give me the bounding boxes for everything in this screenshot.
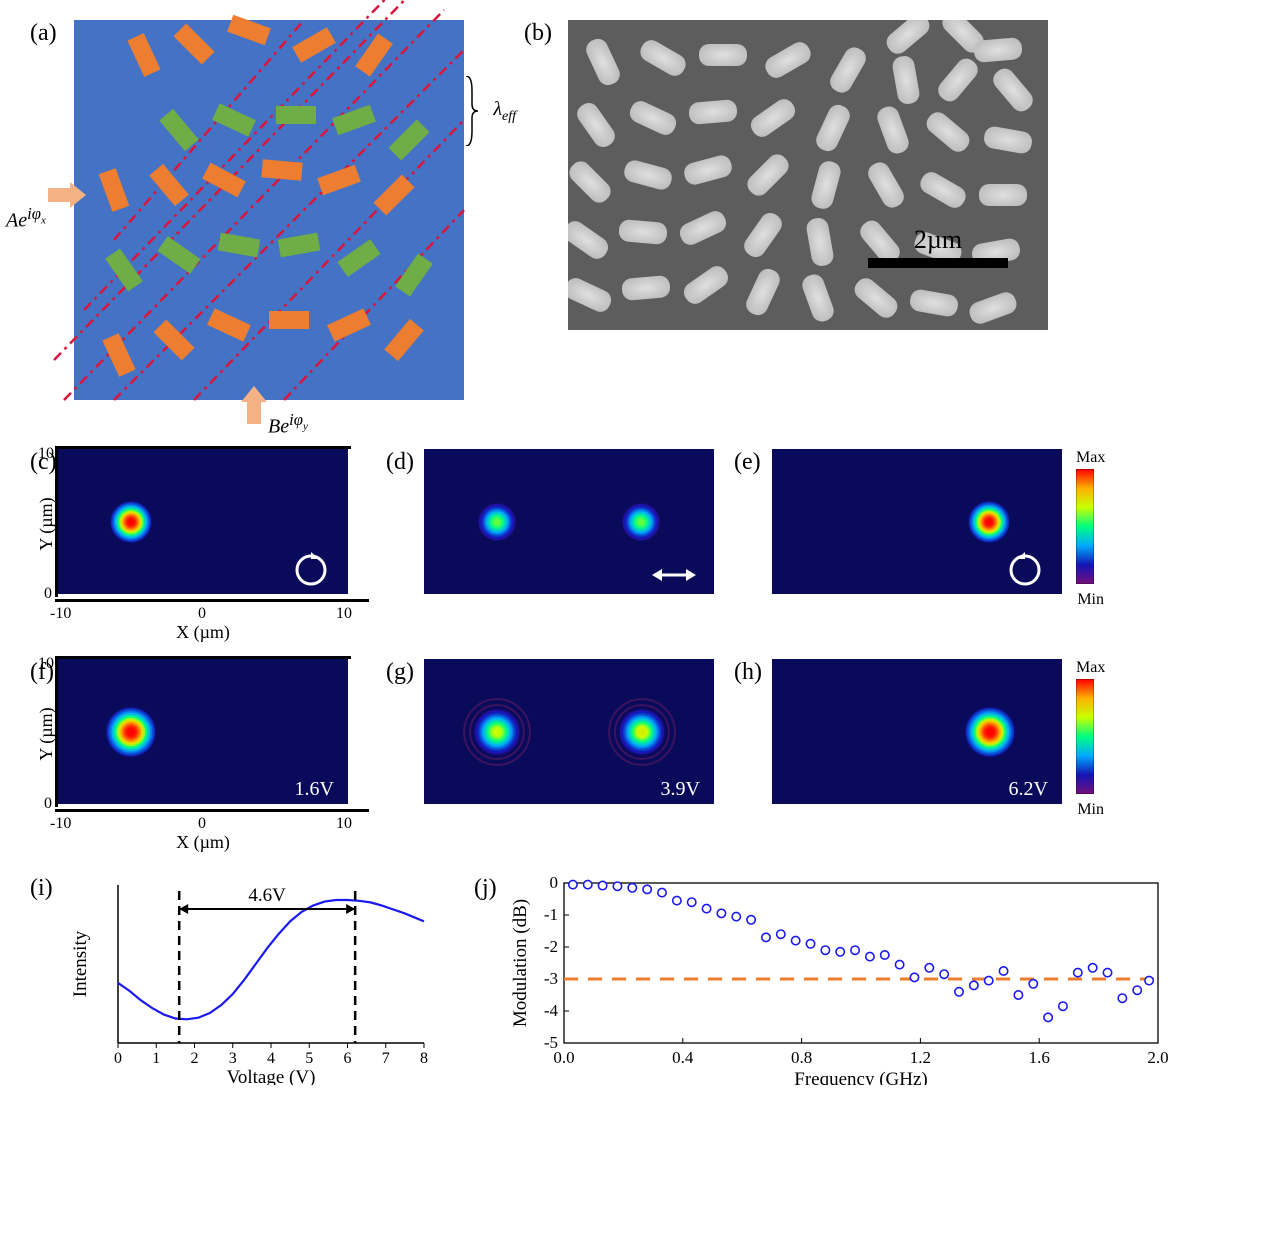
svg-text:7: 7 (382, 1050, 390, 1067)
expr-y: Beiφy (268, 410, 308, 439)
panel-j: 0.00.40.81.21.62.0-5-4-3-2-10Frequency (… (508, 875, 1168, 1090)
svg-text:1.2: 1.2 (910, 1048, 931, 1067)
svg-text:0: 0 (550, 875, 559, 892)
colorbar (1076, 469, 1094, 584)
circular-arrow-icon (292, 551, 330, 589)
svg-text:1.6: 1.6 (1029, 1048, 1050, 1067)
svg-text:Voltage (V): Voltage (V) (227, 1067, 316, 1085)
tick: -10 (50, 605, 71, 623)
schematic-a (74, 20, 464, 400)
label-i: (i) (30, 875, 64, 902)
svg-text:0.8: 0.8 (791, 1048, 812, 1067)
tick: 0 (44, 795, 52, 813)
tick: 0 (198, 605, 206, 623)
voltage-h: 6.2V (1009, 778, 1048, 801)
svg-text:6: 6 (344, 1050, 352, 1067)
circular-arrow-icon (1006, 551, 1044, 589)
tick: 10 (38, 655, 54, 673)
svg-text:-4: -4 (544, 1001, 559, 1020)
svg-text:-2: -2 (544, 937, 558, 956)
svg-text:-3: -3 (544, 969, 558, 988)
svg-text:2.0: 2.0 (1147, 1048, 1168, 1067)
ylabel-f: Y (µm) (36, 707, 57, 760)
svg-text:3: 3 (229, 1050, 237, 1067)
label-b: (b) (524, 20, 568, 335)
label-g: (g) (386, 659, 424, 686)
svg-text:5: 5 (305, 1050, 313, 1067)
svg-text:2µm: 2µm (914, 225, 962, 254)
svg-text:Intensity: Intensity (70, 930, 91, 997)
svg-text:0.4: 0.4 (672, 1048, 694, 1067)
svg-text:-1: -1 (544, 905, 558, 924)
colorbar-bottom: Max Min (1076, 659, 1105, 819)
panel-c: Y (µm) 10 0 -10 0 10 X (µm) (58, 449, 348, 599)
panel-a: λeff Aeiφx Beiφy (74, 20, 464, 405)
intensity-plot: 0 1 2 3 4 5 6 7 8 4.6V Voltage (V) Intensity (64, 875, 434, 1085)
svg-text:1: 1 (152, 1050, 160, 1067)
tick: 0 (198, 815, 206, 833)
panel-d (424, 449, 714, 599)
voltage-f: 1.6V (295, 778, 334, 801)
lambda-eff: λeff (493, 98, 516, 125)
svg-text:4: 4 (267, 1050, 275, 1067)
xlabel-c: X (µm) (176, 622, 230, 643)
svg-text:8: 8 (420, 1050, 428, 1067)
label-j: (j) (474, 875, 508, 902)
tick: 0 (44, 585, 52, 603)
svg-text:2: 2 (191, 1050, 199, 1067)
ylabel-c: Y (µm) (36, 497, 57, 550)
modulation-plot: 0.00.40.81.21.62.0-5-4-3-2-10Frequency (… (508, 875, 1168, 1085)
lambda-brace (464, 76, 480, 146)
colorbar-top: Max Min (1076, 449, 1105, 609)
panel-e (772, 449, 1062, 599)
svg-text:0: 0 (114, 1050, 122, 1067)
xlabel-f: X (µm) (176, 832, 230, 853)
tick: -10 (50, 815, 71, 833)
sem-image: 2µm (568, 20, 1048, 330)
panel-h: 6.2V (772, 659, 1062, 809)
svg-text:Frequency (GHz): Frequency (GHz) (794, 1069, 927, 1085)
panel-f: Y (µm) 1.6V 10 0 -10 0 10 X (µm) (58, 659, 348, 809)
svg-text:4.6V: 4.6V (248, 885, 286, 906)
double-arrow-icon (652, 565, 696, 585)
label-d: (d) (386, 449, 424, 476)
label-h: (h) (734, 659, 772, 686)
tick: 10 (38, 445, 54, 463)
svg-text:Modulation (dB): Modulation (dB) (510, 899, 531, 1027)
tick: 10 (336, 605, 352, 623)
colorbar (1076, 679, 1094, 794)
panel-g: 3.9V (424, 659, 714, 809)
panel-i: 0 1 2 3 4 5 6 7 8 4.6V Voltage (V) Intensity (64, 875, 434, 1090)
panel-b: 2µm (568, 20, 1048, 335)
expr-x: Aeiφx (6, 204, 46, 233)
tick: 10 (336, 815, 352, 833)
label-e: (e) (734, 449, 772, 476)
svg-text:-5: -5 (544, 1033, 558, 1052)
voltage-g: 3.9V (661, 778, 700, 801)
